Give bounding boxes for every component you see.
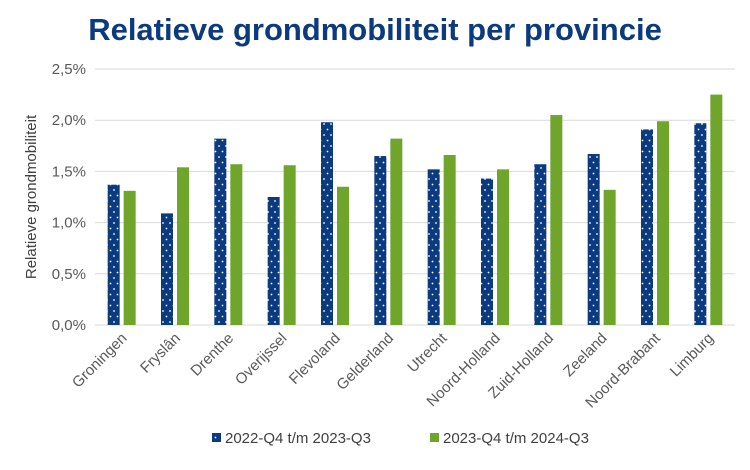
bar-series1 [214, 138, 227, 325]
bar-series2 [550, 115, 563, 325]
bar-series1 [161, 213, 173, 325]
bar-series1 [534, 164, 547, 325]
y-tick-label: 0,5% [52, 266, 86, 283]
y-tick-label: 1,5% [52, 163, 86, 180]
legend-marker [430, 433, 439, 442]
bar-series1 [107, 184, 120, 325]
bar-series2 [337, 186, 349, 325]
bar-series1 [641, 129, 653, 325]
y-tick-label: 2,0% [52, 112, 86, 129]
bar-series2 [497, 169, 509, 325]
bar-series1 [481, 178, 493, 325]
legend-label: 2023-Q4 t/m 2024-Q3 [443, 430, 589, 447]
bar-series2 [390, 138, 403, 325]
x-tick-label: Overijssel [232, 330, 291, 389]
y-tick-label: 0,0% [52, 317, 86, 334]
legend-label: 2022-Q4 t/m 2023-Q3 [225, 430, 371, 447]
y-tick-label: 2,5% [52, 61, 86, 78]
x-tick-label: Groningen [69, 330, 131, 392]
y-axis-label: Relatieve grondmobiliteit [23, 114, 40, 279]
x-tick-label: Drenthe [187, 330, 237, 380]
bar-series2 [710, 94, 723, 325]
x-tick-label: Utrecht [404, 329, 451, 376]
bar-series2 [603, 189, 616, 325]
bar-series1 [374, 156, 387, 325]
bar-series1 [267, 197, 280, 325]
chart-title: Relatieve grondmobiliteit per provincie [88, 12, 662, 47]
bar-series2 [177, 167, 189, 325]
bar-series2 [283, 165, 296, 325]
bar-series2 [123, 190, 136, 325]
bar-series2 [230, 164, 243, 325]
bar-series1 [321, 122, 333, 325]
bar-series1 [587, 153, 600, 325]
x-tick-label: Fryslân [137, 330, 184, 377]
x-tick-label: Gelderland [333, 330, 397, 394]
bar-series1 [694, 123, 707, 325]
legend-marker [212, 433, 221, 442]
bar-series2 [657, 121, 669, 325]
y-tick-label: 1,0% [52, 215, 86, 232]
bar-series1 [427, 169, 440, 325]
x-tick-label: Zeeland [560, 330, 610, 380]
bar-series2 [443, 155, 456, 325]
x-tick-label: Limburg [667, 330, 717, 380]
